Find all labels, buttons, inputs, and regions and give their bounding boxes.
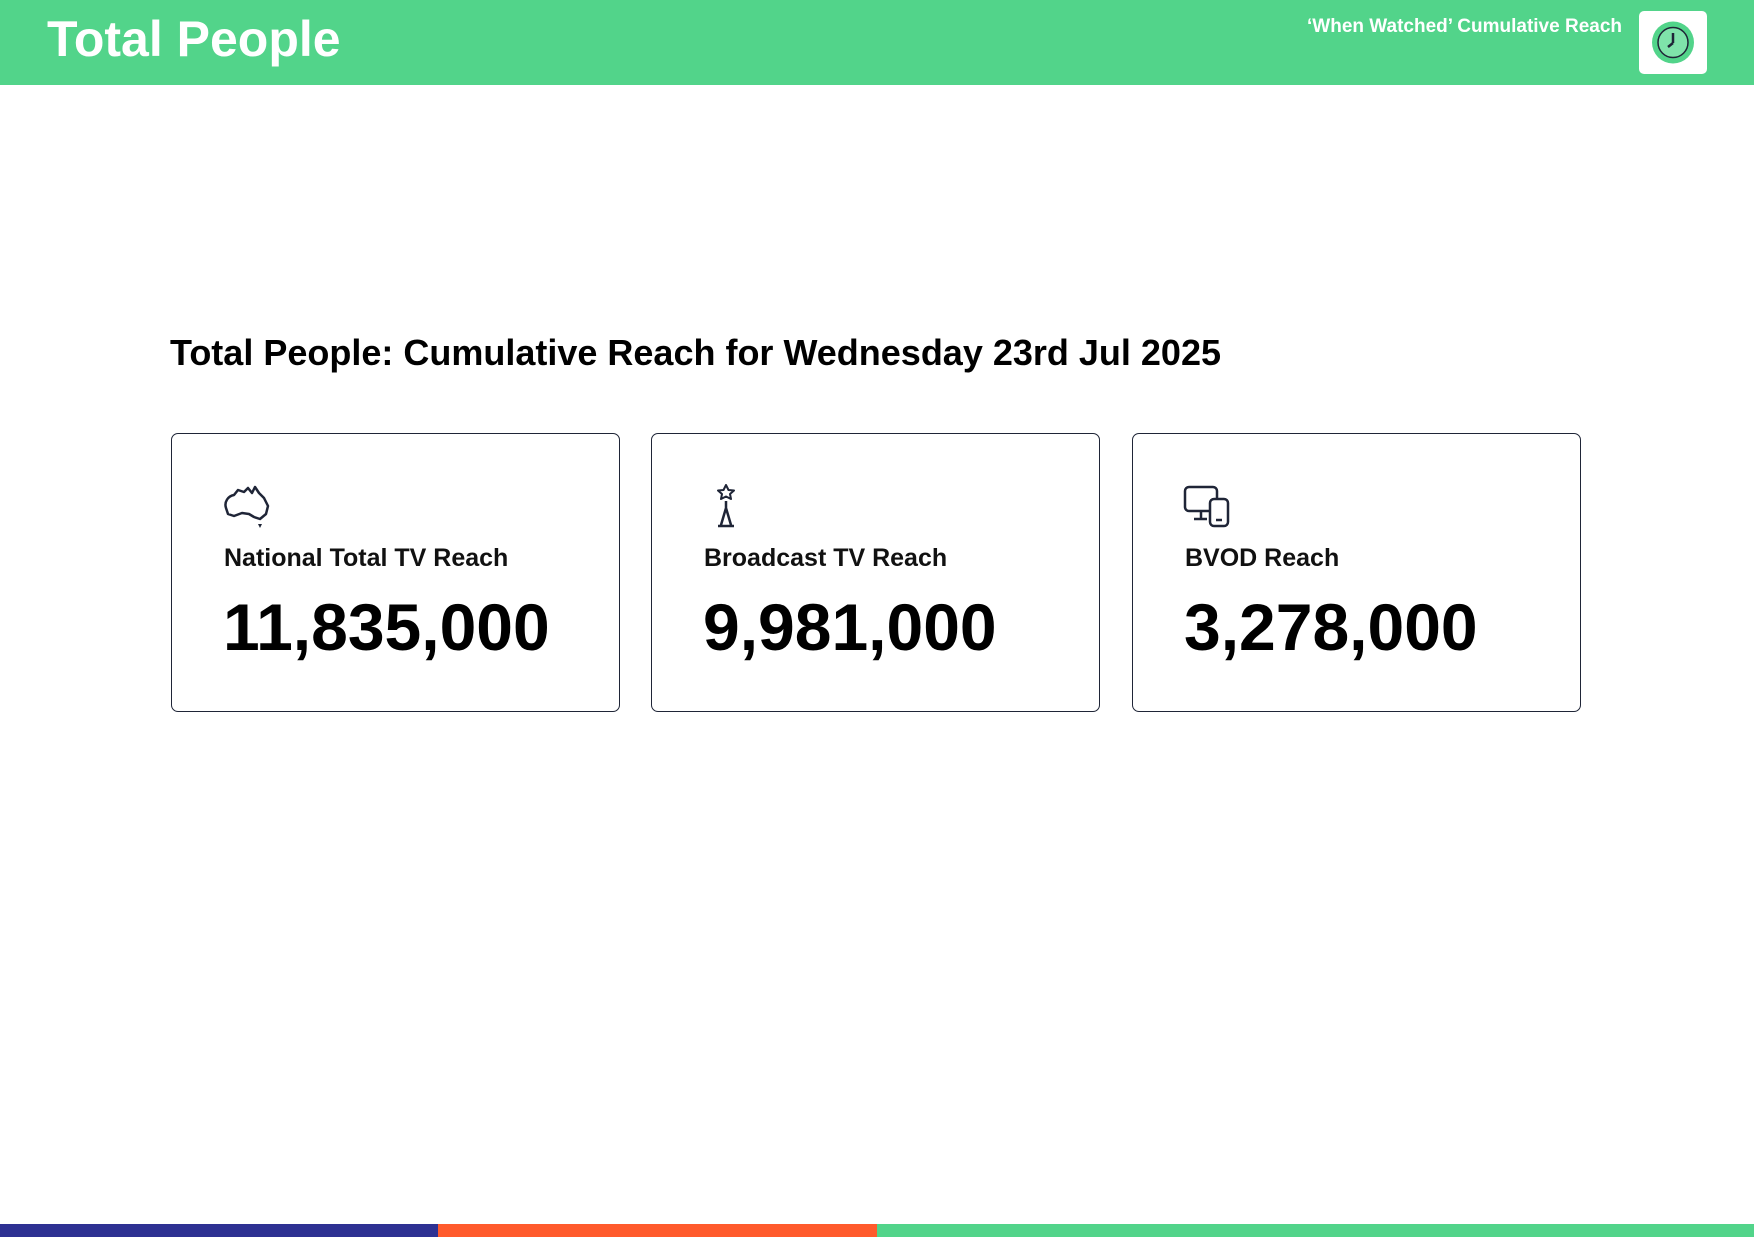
page-heading: Total People: Cumulative Reach for Wedne… [170, 332, 1221, 373]
tower-icon [717, 484, 735, 528]
header-title: Total People [47, 11, 341, 67]
footer-bar [877, 1224, 1754, 1237]
card: Broadcast TV Reach 9,981,000 [651, 433, 1100, 712]
card: National Total TV Reach 11,835,000 [171, 433, 620, 712]
card-value: 3,278,000 [1184, 590, 1478, 664]
devices-icon [1183, 485, 1230, 528]
card: BVOD Reach 3,278,000 [1132, 433, 1581, 712]
footer-bar [0, 1224, 438, 1237]
card-label: BVOD Reach [1185, 544, 1340, 572]
australia-icon [224, 485, 270, 528]
header: Total People ‘When Watched’ Cumulative R… [0, 0, 1754, 85]
card-label: Broadcast TV Reach [704, 544, 948, 572]
header-subtitle: ‘When Watched’ Cumulative Reach [1307, 16, 1622, 37]
card-value: 9,981,000 [703, 590, 997, 664]
clock-graphic [1652, 21, 1694, 64]
clock-icon [1639, 11, 1707, 74]
footer-bar [438, 1224, 877, 1237]
card-value: 11,835,000 [223, 590, 550, 664]
card-label: National Total TV Reach [224, 544, 509, 572]
